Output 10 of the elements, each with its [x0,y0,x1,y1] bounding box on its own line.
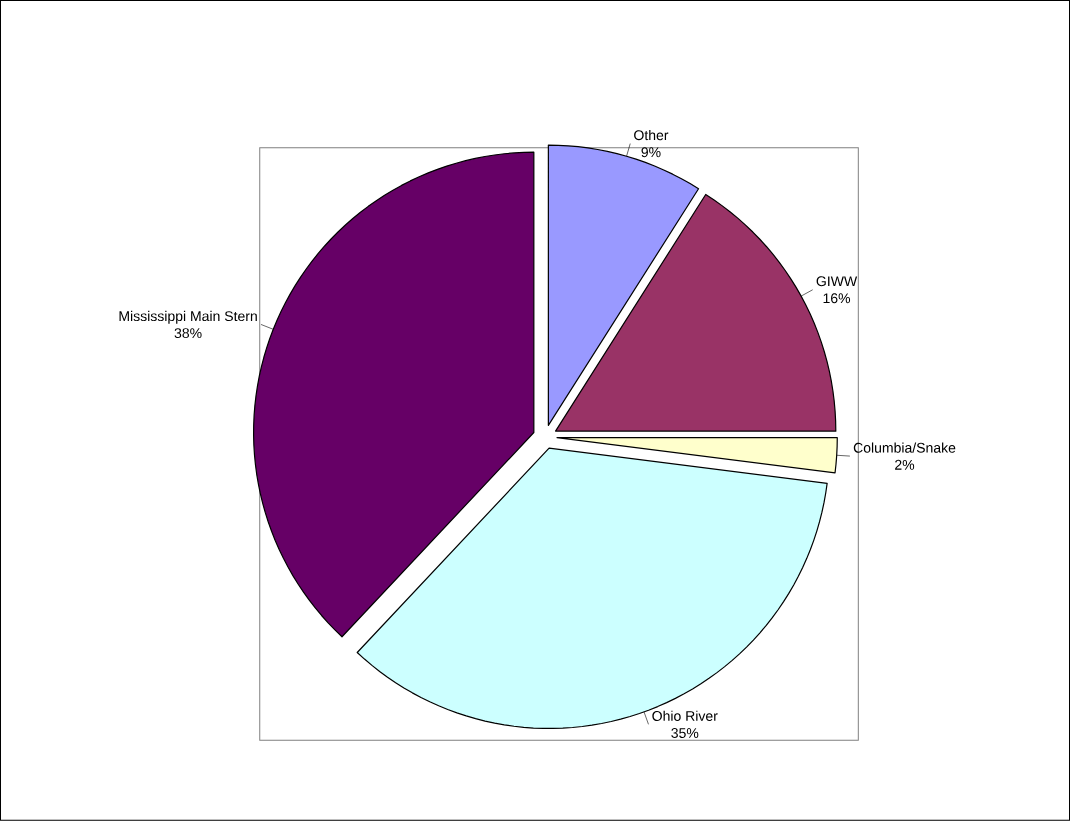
slice-label: Columbia/Snake [853,442,956,453]
data-label: 38% [174,328,202,339]
data-label: 2% [895,459,915,470]
slice-label: Ohio River [652,710,718,722]
data-label: 9% [641,147,661,158]
data-label: 16% [823,293,851,304]
data-label: 35% [671,728,699,739]
slice-label: Mississippi Main Stern [119,310,257,324]
slice-label: Other [634,130,669,141]
slice-label: GIWW [816,276,858,287]
